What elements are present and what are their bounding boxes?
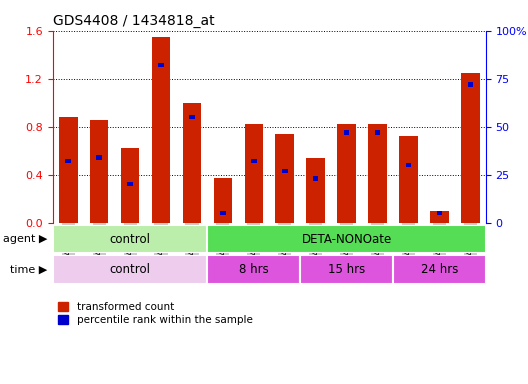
Bar xyxy=(208,255,300,284)
Bar xyxy=(467,83,473,86)
Bar xyxy=(282,169,288,173)
Bar xyxy=(313,177,318,180)
Bar xyxy=(244,124,263,223)
Bar xyxy=(406,163,411,167)
Text: control: control xyxy=(110,233,150,245)
Bar xyxy=(368,124,387,223)
Bar xyxy=(97,156,102,159)
Bar xyxy=(393,255,486,284)
Text: control: control xyxy=(110,263,150,276)
Text: 24 hrs: 24 hrs xyxy=(421,263,458,276)
Bar xyxy=(344,131,350,134)
Bar xyxy=(437,211,442,215)
Text: GDS4408 / 1434818_at: GDS4408 / 1434818_at xyxy=(53,14,214,28)
Bar xyxy=(121,148,139,223)
Bar xyxy=(300,255,393,284)
Text: agent ▶: agent ▶ xyxy=(3,234,48,244)
Bar xyxy=(220,211,225,215)
Bar xyxy=(399,136,418,223)
Bar xyxy=(306,158,325,223)
Bar xyxy=(158,63,164,67)
Bar xyxy=(127,182,133,186)
Bar xyxy=(251,159,257,163)
Bar xyxy=(152,37,171,223)
Bar xyxy=(214,178,232,223)
Bar xyxy=(189,115,195,119)
Bar xyxy=(430,211,449,223)
Text: DETA-NONOate: DETA-NONOate xyxy=(301,233,392,245)
Bar xyxy=(276,134,294,223)
Bar xyxy=(53,255,208,284)
Text: time ▶: time ▶ xyxy=(10,265,48,275)
Legend: transformed count, percentile rank within the sample: transformed count, percentile rank withi… xyxy=(58,302,252,325)
Bar xyxy=(183,103,201,223)
Bar xyxy=(375,131,380,134)
Bar xyxy=(337,124,356,223)
Bar xyxy=(90,119,108,223)
Bar xyxy=(53,225,208,253)
Bar xyxy=(461,73,479,223)
Bar xyxy=(59,117,78,223)
Bar xyxy=(208,225,486,253)
Bar xyxy=(65,159,71,163)
Text: 8 hrs: 8 hrs xyxy=(239,263,269,276)
Text: 15 hrs: 15 hrs xyxy=(328,263,365,276)
